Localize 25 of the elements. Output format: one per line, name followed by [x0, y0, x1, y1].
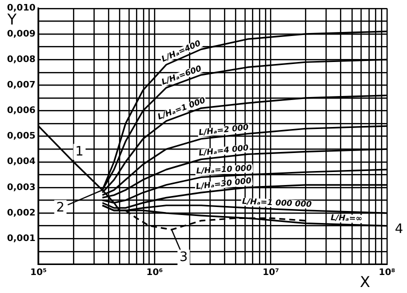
annotation: 2 — [56, 200, 65, 216]
y-tick-label: 0,005 — [7, 132, 36, 142]
x-tick-label: 10⁷ — [262, 268, 280, 278]
y-tick-label: 0,007 — [7, 80, 36, 90]
annotation: 4 — [394, 222, 404, 238]
text: L/Hₐ=30 000 — [195, 176, 252, 192]
y-tick-label: 0,009 — [7, 29, 36, 40]
y-tick-label: 0,004 — [7, 157, 36, 168]
annotation: 1 — [75, 144, 84, 160]
series-label: L/Hₐ=1 000 000 — [242, 196, 312, 209]
y-tick-label: 0,006 — [7, 106, 36, 116]
y-tick-label: 0,010 — [7, 4, 36, 14]
annotation: 3 — [179, 250, 188, 266]
series-label: L/Hₐ=∞ — [330, 213, 363, 224]
x-axis-title: X — [360, 272, 370, 291]
text: L/Hₐ=2 000 — [198, 122, 250, 138]
x-tick-label: 10⁸ — [378, 268, 396, 278]
y-tick-label: 0,003 — [7, 182, 36, 193]
y-tick-label: 0,002 — [7, 208, 36, 218]
x-tick-label: 10⁶ — [146, 268, 163, 278]
series-label: L/Hₐ=10 000 — [196, 163, 252, 176]
x-tick-label: 10⁵ — [30, 268, 47, 278]
text: L/Hₐ=4 000 — [198, 143, 250, 158]
y-tick-label: 0,001 — [7, 234, 36, 244]
y-tick-label: 0,008 — [7, 54, 36, 65]
